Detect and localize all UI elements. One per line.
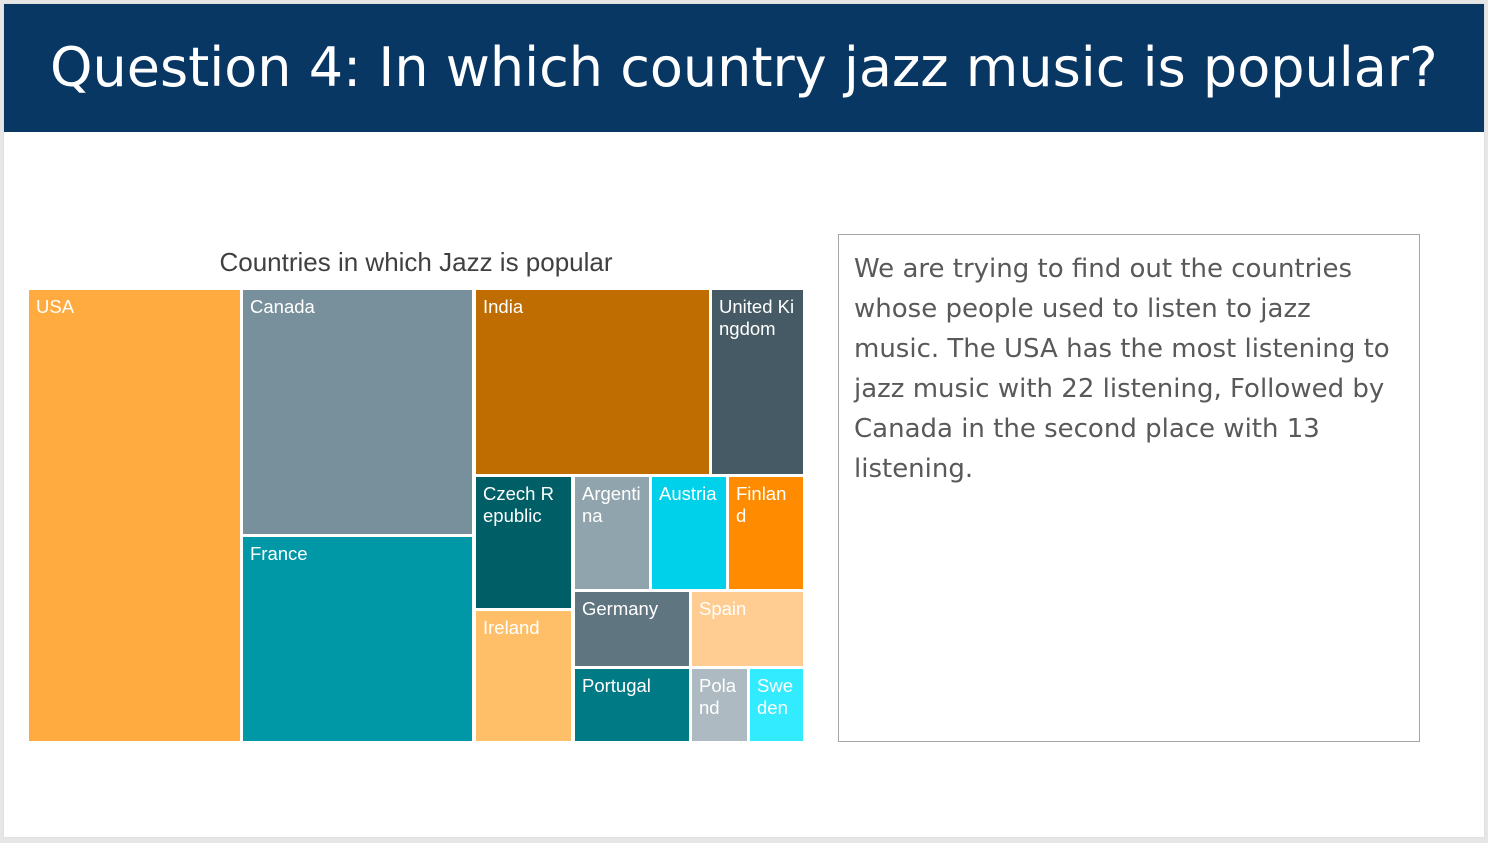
treemap-tile-portugal: Portugal (575, 669, 689, 741)
treemap-tile-canada: Canada (243, 290, 472, 534)
treemap-tile-poland: Poland (692, 669, 747, 741)
treemap-tile-czech-republic: Czech Republic (476, 477, 571, 608)
treemap-tile-usa: USA (29, 290, 240, 741)
slide: Question 4: In which country jazz music … (4, 4, 1484, 837)
treemap-chart: USA Canada France India United Kingdom Czech … (29, 290, 803, 741)
treemap-tile-label: United Kingdom (719, 296, 795, 339)
treemap-tile-label: Finland (736, 483, 787, 526)
treemap-tile-india: India (476, 290, 709, 474)
description-text: We are trying to find out the countries … (854, 254, 1390, 484)
description-textbox[interactable]: We are trying to find out the countries … (838, 234, 1420, 742)
treemap-tile-label: India (483, 296, 524, 317)
treemap-tile-label: Germany (582, 598, 659, 619)
treemap-tile-label: France (250, 543, 308, 564)
chart-title: Countries in which Jazz is popular (219, 247, 613, 277)
treemap-tile-label: Austria (659, 483, 717, 504)
treemap-tile-france: France (243, 537, 472, 741)
treemap-tile-label: Ireland (483, 617, 540, 638)
treemap-tile-label: Portugal (582, 675, 651, 696)
treemap-tile-argentina: Argentina (575, 477, 649, 589)
treemap-tile-austria: Austria (652, 477, 726, 589)
treemap-tile-sweden: Sweden (750, 669, 803, 741)
treemap-tile-spain: Spain (692, 592, 803, 666)
treemap-tile-label: Czech Republic (483, 483, 554, 526)
treemap-tile-finland: Finland (729, 477, 803, 589)
treemap-tile-germany: Germany (575, 592, 689, 666)
treemap-tile-label: Sweden (757, 675, 793, 718)
treemap-tile-label: USA (36, 296, 75, 317)
treemap-tile-label: Poland (699, 675, 737, 718)
slide-header: Question 4: In which country jazz music … (4, 4, 1484, 132)
treemap-tile-ireland: Ireland (476, 611, 571, 741)
slide-title: Question 4: In which country jazz music … (50, 36, 1438, 99)
treemap-tile-label: Spain (699, 598, 747, 619)
treemap-tile-united-kingdom: United Kingdom (712, 290, 803, 474)
treemap-tile-label: Canada (250, 296, 315, 317)
treemap-tile-label: Argentina (582, 483, 641, 526)
